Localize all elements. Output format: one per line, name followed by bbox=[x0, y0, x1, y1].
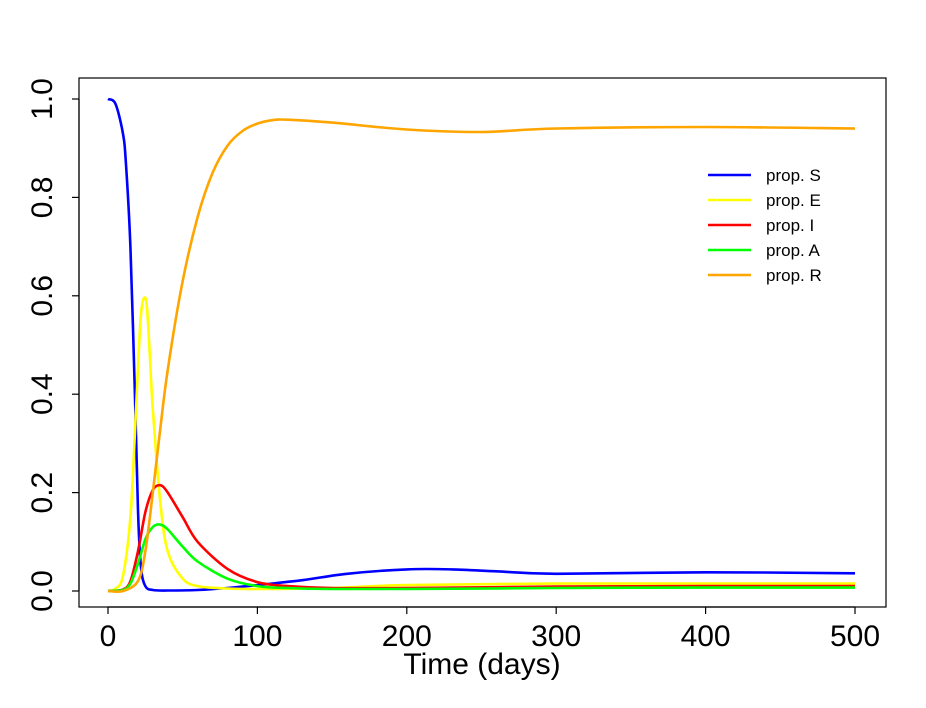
x-tick-label: 0 bbox=[100, 620, 117, 653]
legend-label: prop. A bbox=[766, 241, 821, 260]
legend-label: prop. R bbox=[766, 266, 822, 285]
legend: prop. S prop. E prop. I prop. A prop. R bbox=[708, 166, 822, 285]
x-tick-label: 500 bbox=[830, 620, 880, 653]
y-tick-label: 0.0 bbox=[26, 570, 59, 612]
x-tick-label: 300 bbox=[531, 620, 581, 653]
series-line-prop-a bbox=[107, 523, 856, 593]
x-tick-label: 400 bbox=[681, 620, 731, 653]
legend-label: prop. E bbox=[766, 191, 821, 210]
y-axis: 0.0 0.2 0.4 0.6 0.8 1.0 bbox=[26, 78, 80, 612]
y-tick-label: 0.6 bbox=[26, 275, 59, 317]
series-line-prop-i bbox=[107, 483, 856, 593]
series-layer bbox=[107, 97, 856, 594]
series-line-prop-r bbox=[107, 118, 856, 594]
plot-frame bbox=[78, 77, 887, 608]
x-tick-label: 200 bbox=[382, 620, 432, 653]
legend-label: prop. S bbox=[766, 166, 821, 185]
legend-label: prop. I bbox=[766, 216, 814, 235]
y-tick-label: 0.8 bbox=[26, 177, 59, 219]
y-tick-label: 0.2 bbox=[26, 472, 59, 514]
y-tick-label: 1.0 bbox=[26, 78, 59, 120]
y-tick-label: 0.4 bbox=[26, 373, 59, 415]
x-axis-title: Time (days) bbox=[403, 648, 560, 681]
series-line-prop-e bbox=[107, 296, 855, 593]
x-tick-label: 100 bbox=[232, 620, 282, 653]
x-axis: 0 100 200 300 400 500 bbox=[100, 606, 880, 653]
series-line-prop-s bbox=[107, 97, 856, 592]
